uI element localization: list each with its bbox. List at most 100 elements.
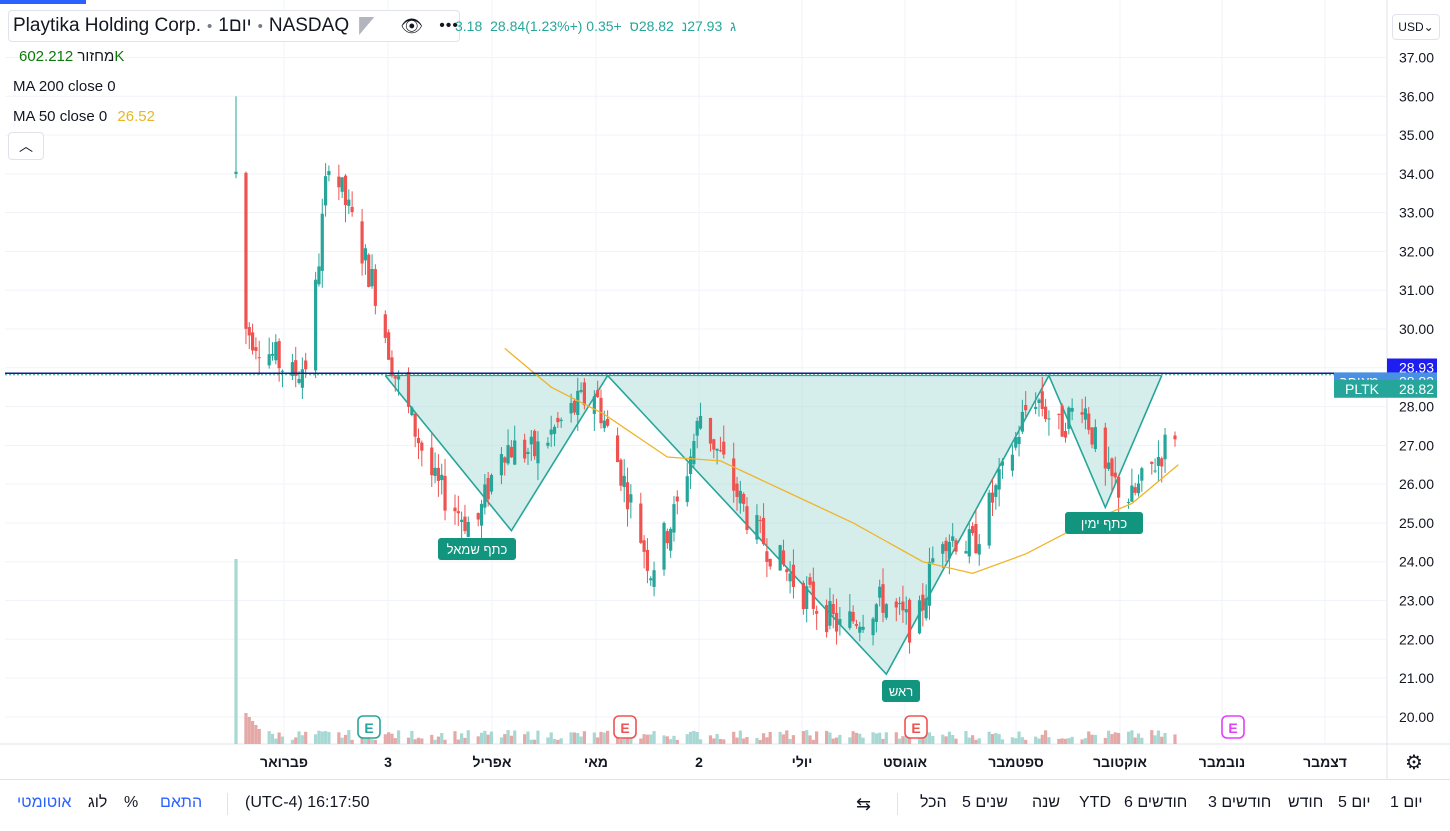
volume-bar	[476, 736, 480, 744]
range-button[interactable]: 6 חודשים	[1124, 794, 1188, 811]
candle-body	[619, 459, 623, 486]
volume-bar	[642, 734, 646, 744]
volume-bar	[483, 730, 487, 744]
volume-bar	[489, 731, 494, 744]
volume-bar	[994, 732, 998, 744]
candle-body	[294, 360, 298, 376]
x-tick-label: יולי	[792, 754, 813, 770]
range-button[interactable]: 5 שנים	[962, 794, 1008, 811]
x-tick-label: ספטמבר	[988, 754, 1044, 770]
interval-label[interactable]: 1יום	[218, 15, 252, 36]
volume-bar	[1163, 732, 1167, 744]
range-button[interactable]: 3 חודשים	[1208, 794, 1272, 811]
volume-bar	[921, 738, 925, 744]
volume-bar	[592, 732, 596, 744]
volume-bar	[1093, 734, 1097, 744]
volume-bar	[974, 739, 978, 744]
volume-bar	[874, 733, 878, 744]
candle-body	[692, 441, 696, 465]
candle-body	[1063, 431, 1068, 438]
candle-body	[921, 594, 925, 611]
candle-body	[695, 420, 699, 436]
candle-body	[529, 436, 533, 445]
range-button[interactable]: YTD	[1079, 794, 1111, 811]
volume-bar	[280, 736, 285, 744]
range-button[interactable]: הכל	[920, 794, 947, 811]
symbol-titlebox[interactable]: Playtika Holding Corp. • 1יום • NASDAQ 👁…	[8, 10, 460, 42]
candle-body	[639, 503, 643, 543]
gear-icon[interactable]: ⚙	[1405, 752, 1423, 774]
collapse-legend-button[interactable]: ︿	[8, 132, 44, 160]
volume-bar	[825, 730, 829, 744]
volume-bar	[596, 737, 600, 744]
range-button[interactable]: יום 1	[1390, 794, 1423, 811]
volume-bar	[1063, 738, 1068, 744]
candle-body	[854, 624, 859, 626]
volume-bar	[466, 730, 470, 744]
candle-body	[831, 604, 835, 615]
volume-bar	[619, 739, 623, 744]
x-tick-label: אפריל	[473, 754, 512, 770]
eye-icon[interactable]: 👁	[400, 15, 424, 36]
candle-body	[1067, 407, 1071, 429]
volume-bar	[745, 737, 749, 744]
volume-bar	[967, 737, 971, 744]
volume-bar	[1153, 735, 1157, 744]
candle-body	[1130, 485, 1134, 502]
volume-bar	[695, 731, 699, 744]
candle-body	[483, 484, 487, 508]
candle-body	[350, 206, 354, 213]
more-icon[interactable]: •••	[439, 17, 459, 34]
fit-button[interactable]: התאם	[160, 794, 203, 811]
volume-bar	[606, 730, 610, 744]
candle-body	[1136, 483, 1141, 494]
range-button[interactable]: 5 יום	[1338, 794, 1371, 811]
log-toggle[interactable]: לוג	[88, 794, 108, 811]
candle-body	[320, 213, 324, 271]
volume-bar	[1160, 736, 1164, 744]
candle-body	[370, 268, 374, 287]
timezone-clock[interactable]: (UTC-4) 16:17:50	[245, 794, 370, 811]
candle-body	[954, 540, 958, 552]
candle-body	[526, 451, 530, 454]
candle-body	[851, 611, 855, 622]
volume-bar	[396, 730, 401, 744]
volume-bar	[387, 732, 391, 744]
candle-body	[917, 600, 922, 634]
volume-bar	[894, 732, 898, 744]
candle-body	[506, 445, 510, 464]
volume-bar	[416, 737, 421, 744]
candle-body	[815, 611, 819, 614]
volume-bar	[526, 731, 530, 744]
candle-body	[997, 469, 1001, 490]
bottom-toolbar	[0, 779, 1450, 831]
earnings-marker-letter: E	[620, 720, 629, 736]
volume-bar	[971, 735, 975, 744]
auto-toggle[interactable]: אוטומטי	[17, 794, 72, 811]
candle-body	[712, 439, 716, 450]
volume-bar	[406, 737, 411, 744]
candle-body	[805, 586, 809, 609]
candle-body	[606, 418, 610, 426]
percent-toggle[interactable]: %	[124, 794, 139, 811]
volume-bar	[708, 735, 713, 744]
volume-bar	[768, 731, 772, 744]
volume-bar	[314, 734, 318, 744]
volume-bar	[1173, 734, 1177, 744]
earnings-marker	[357, 715, 381, 739]
candle-body	[791, 564, 796, 587]
volume-bar	[456, 739, 460, 744]
volume-bar	[569, 732, 573, 744]
range-button[interactable]: שנה	[1032, 794, 1061, 811]
candle-body	[1173, 435, 1177, 440]
volume-bar	[1040, 734, 1044, 744]
range-button[interactable]: חודש	[1288, 794, 1324, 811]
currency-button[interactable]: USD⌄	[1392, 14, 1440, 40]
candle-body	[745, 506, 749, 530]
volume-bar	[738, 730, 742, 744]
volume-bar	[652, 731, 656, 744]
candle-body	[1000, 461, 1005, 466]
volume-bar	[513, 730, 517, 744]
date-range-icon[interactable]: ⇆	[856, 794, 872, 814]
